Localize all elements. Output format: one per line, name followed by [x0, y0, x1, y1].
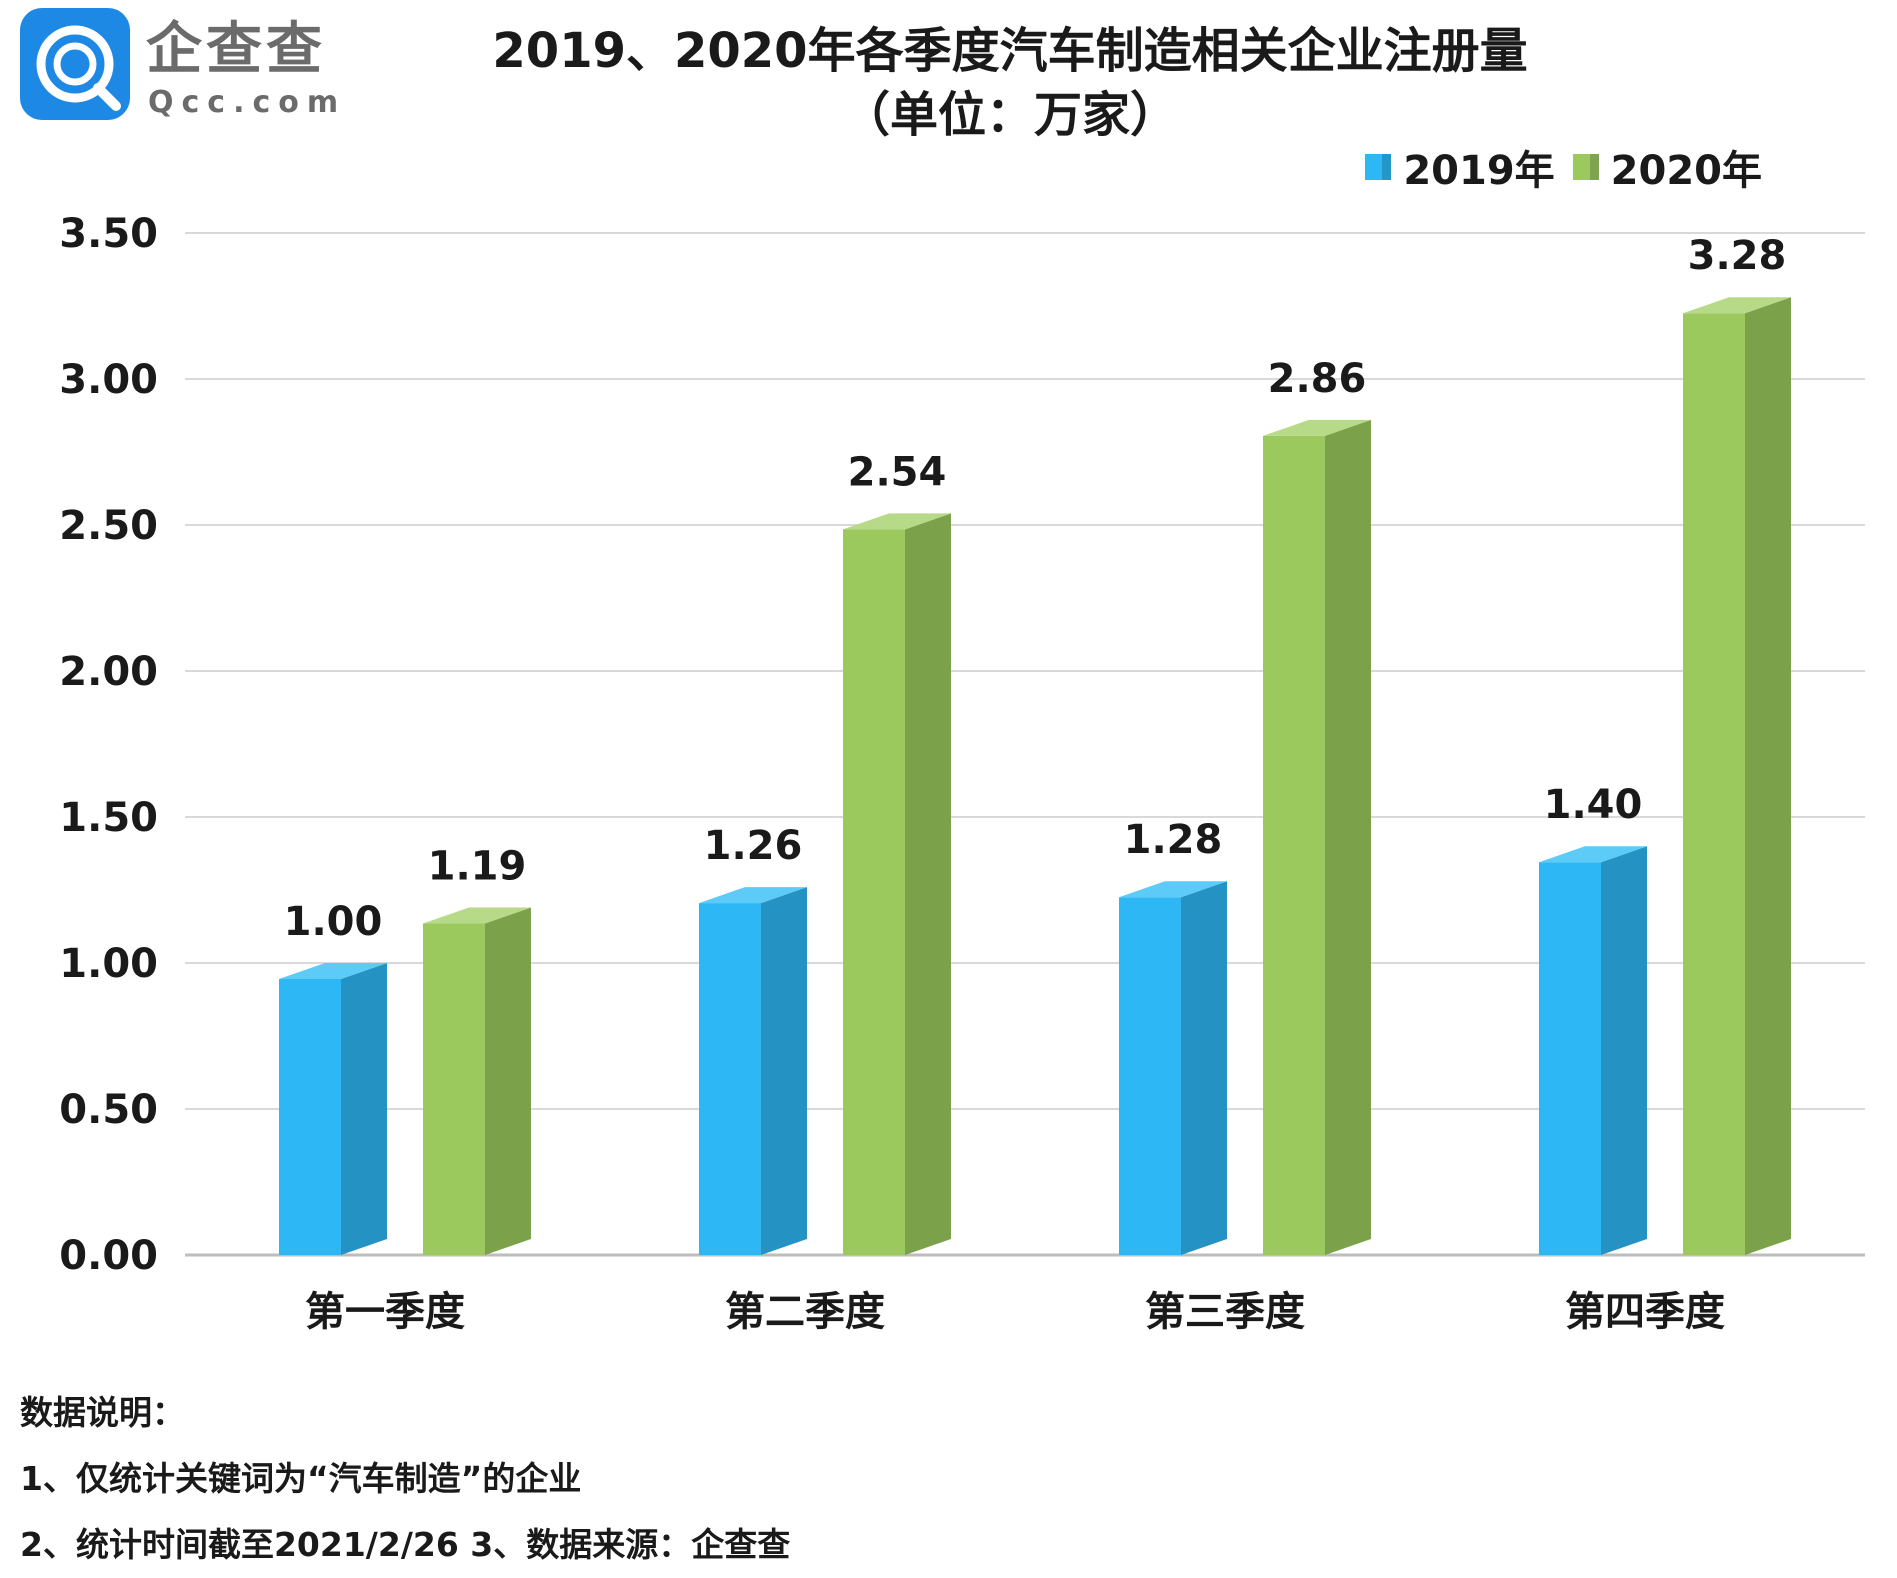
y-tick-label: 0.00 — [59, 1233, 158, 1279]
bar-top — [423, 907, 531, 924]
bar-side — [761, 887, 807, 1255]
bar-top — [699, 887, 807, 904]
y-tick-label: 3.50 — [59, 211, 158, 257]
y-tick-label: 0.50 — [59, 1087, 158, 1133]
y-tick-label: 3.00 — [59, 357, 158, 403]
bar-2019年-第三季度 — [1119, 881, 1227, 1255]
notes-heading: 数据说明： — [20, 1393, 185, 1432]
bar-top — [843, 513, 951, 530]
bar-top — [279, 963, 387, 979]
legend-label-2019: 2019年 — [1403, 148, 1555, 194]
legend-item-2020: 2020年 — [1572, 138, 1762, 196]
bar-side — [1181, 881, 1227, 1255]
bar-front — [1683, 313, 1745, 1255]
bars: 1.00 1.19 1.26 2.54 1.28 2.86 1.40 3.28 — [279, 233, 1791, 1255]
bar-side — [341, 963, 387, 1255]
x-tick-label: 第四季度 — [1565, 1289, 1725, 1335]
y-tick-label: 2.50 — [59, 503, 158, 549]
bar-2019年-第四季度 — [1539, 846, 1647, 1255]
qcc-logo: 企查查 Qcc.com — [18, 6, 358, 131]
notes-line-1: 1、仅统计关键词为“汽车制造”的企业 — [20, 1459, 582, 1498]
y-axis: 0.00 0.50 1.00 1.50 2.00 2.50 3.00 3.50 — [59, 211, 158, 1279]
data-label: 1.00 — [284, 899, 383, 945]
bar-front — [423, 923, 485, 1255]
data-label: 1.28 — [1124, 817, 1223, 863]
data-label: 3.28 — [1688, 233, 1787, 279]
data-label: 2.86 — [1268, 356, 1367, 402]
x-tick-label: 第三季度 — [1145, 1289, 1305, 1335]
qcc-logo-name: 企查查 — [146, 17, 326, 82]
data-label: 1.19 — [428, 844, 527, 890]
y-tick-label: 2.00 — [59, 649, 158, 695]
data-label: 2.54 — [848, 449, 947, 495]
bar-front — [843, 529, 905, 1255]
bar-front — [1263, 435, 1325, 1255]
notes-line-2: 2、统计时间截至2021/2/26 3、数据来源：企查查 — [20, 1525, 791, 1564]
chart-title: 2019、2020年各季度汽车制造相关企业注册量 — [492, 23, 1528, 79]
bar-front — [1539, 862, 1601, 1255]
bar-2019年-第二季度 — [699, 887, 807, 1255]
y-tick-label: 1.00 — [59, 941, 158, 987]
bar-2020年-第三季度 — [1263, 419, 1371, 1255]
legend-item-2019: 2019年 — [1365, 138, 1555, 196]
bar-2019年-第一季度 — [279, 963, 387, 1255]
bar-top — [1539, 846, 1647, 863]
chart-legend: 2019年 2020年 — [1347, 138, 1762, 196]
y-tick-label: 1.50 — [59, 795, 158, 841]
bar-front — [699, 903, 761, 1255]
bar-top — [1119, 881, 1227, 898]
bar-side — [1601, 846, 1647, 1255]
bar-2020年-第二季度 — [843, 513, 951, 1255]
bar-2020年-第一季度 — [423, 907, 531, 1255]
data-notes: 数据说明： 1、仅统计关键词为“汽车制造”的企业 2、统计时间截至2021/2/… — [20, 1380, 790, 1578]
bar-side — [485, 907, 531, 1255]
legend-swatch-2019 — [1365, 154, 1392, 180]
bar-front — [1119, 897, 1181, 1255]
legend-swatch-2020 — [1572, 154, 1599, 180]
bar-chart: 0.00 0.50 1.00 1.50 2.00 2.50 3.00 3.50 1.00 1.1… — [59, 211, 1865, 1335]
data-label: 1.40 — [1544, 782, 1643, 828]
bar-top — [1263, 419, 1371, 436]
x-axis: 第一季度 第二季度 第三季度 第四季度 — [305, 1289, 1725, 1335]
bar-front — [279, 979, 341, 1255]
qcc-logo-graphic: 企查查 Qcc.com — [20, 8, 346, 120]
bar-2020年-第四季度 — [1683, 297, 1791, 1255]
bar-side — [1745, 297, 1791, 1255]
legend-label-2020: 2020年 — [1610, 148, 1762, 194]
x-tick-label: 第二季度 — [725, 1289, 885, 1335]
x-tick-label: 第一季度 — [305, 1289, 465, 1335]
bar-side — [905, 513, 951, 1255]
qcc-logo-domain: Qcc.com — [148, 85, 346, 120]
bar-side — [1325, 419, 1371, 1255]
chart-subtitle: （单位：万家） — [841, 87, 1178, 143]
data-label: 1.26 — [704, 823, 803, 869]
bar-top — [1683, 297, 1791, 314]
